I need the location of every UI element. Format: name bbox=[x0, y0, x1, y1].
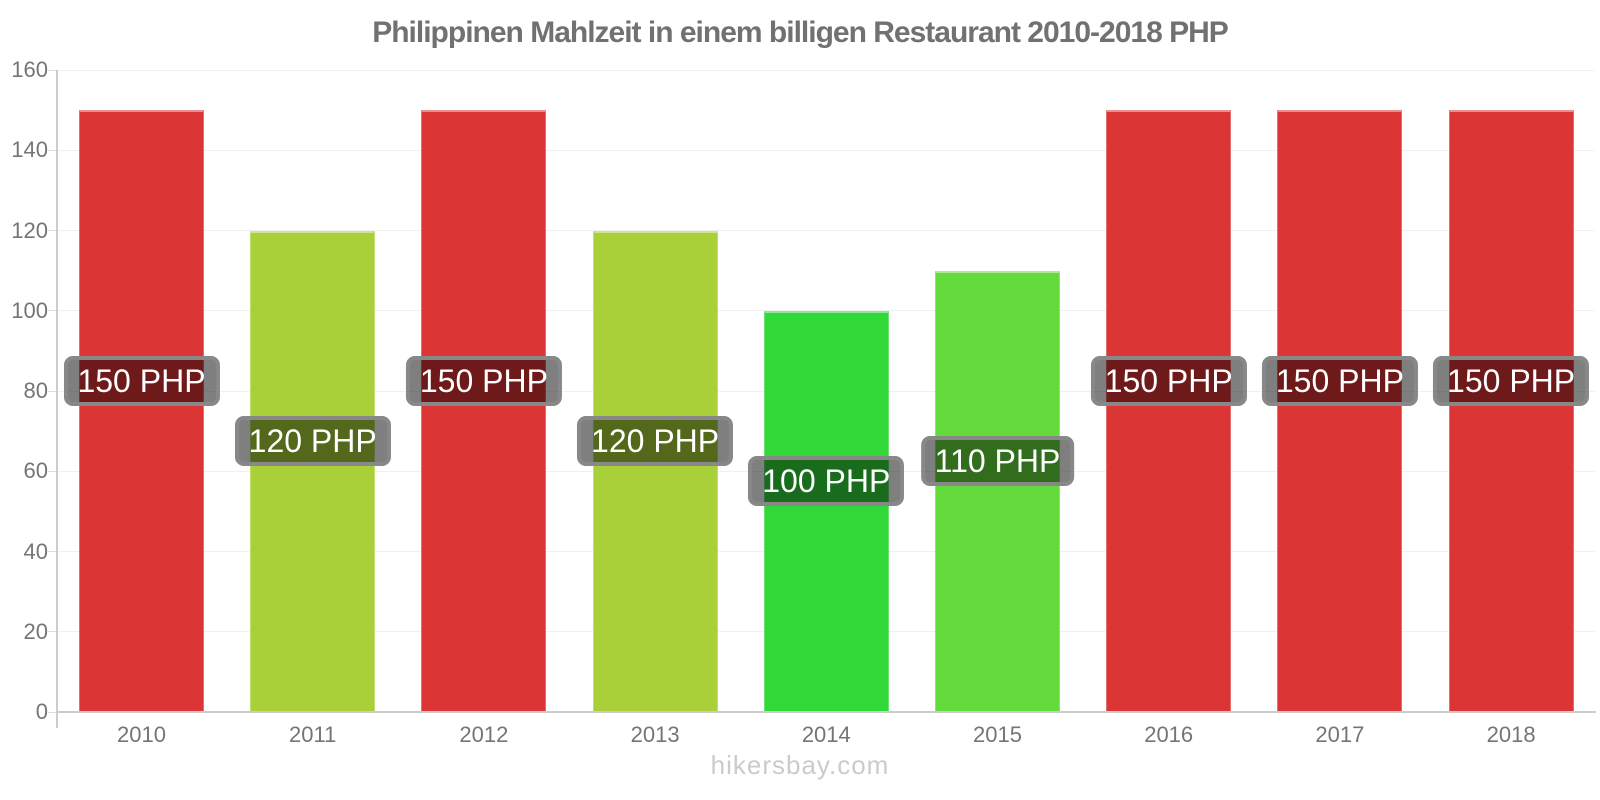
y-axis-tick bbox=[48, 230, 57, 231]
bar-2012[interactable] bbox=[421, 110, 547, 712]
bar-value-label: 100 PHP bbox=[748, 456, 905, 507]
bar-value-label: 150 PHP bbox=[1433, 356, 1590, 407]
y-axis-tick bbox=[48, 390, 57, 392]
y-axis-tick bbox=[48, 470, 57, 472]
x-axis-label-2011: 2011 bbox=[289, 722, 337, 747]
y-axis-tick bbox=[48, 711, 57, 713]
gridline bbox=[57, 149, 1595, 151]
bar-2015[interactable] bbox=[935, 270, 1060, 712]
bar-value-label: 110 PHP bbox=[920, 436, 1075, 487]
bar-2010[interactable] bbox=[79, 110, 204, 712]
bar-2013[interactable] bbox=[592, 230, 718, 712]
y-axis-tick-label: 160 bbox=[11, 57, 48, 82]
y-axis-tick bbox=[48, 551, 57, 552]
bar-value-label: 120 PHP bbox=[577, 416, 734, 467]
x-axis-label-2017: 2017 bbox=[1315, 722, 1365, 747]
y-axis-tick bbox=[48, 631, 57, 633]
y-axis-tick-label: 120 bbox=[11, 217, 48, 243]
x-axis-label-2014: 2014 bbox=[801, 722, 851, 747]
bar-value-label: 120 PHP bbox=[234, 416, 391, 467]
y-axis-tick bbox=[48, 69, 57, 71]
footer-watermark: hikersbay.com bbox=[710, 750, 890, 780]
y-axis-line bbox=[56, 70, 58, 728]
bar-2014[interactable] bbox=[763, 310, 889, 712]
bar-value-label: 150 PHP bbox=[1090, 356, 1247, 407]
y-axis-tick-label: 20 bbox=[23, 618, 48, 644]
y-axis-tick-label: 80 bbox=[23, 378, 48, 403]
x-axis-label-2015: 2015 bbox=[973, 722, 1022, 747]
y-axis-tick-label: 100 bbox=[11, 297, 48, 323]
bar-2018[interactable] bbox=[1448, 110, 1574, 712]
x-axis-label-2010: 2010 bbox=[117, 722, 166, 747]
bar-2017[interactable] bbox=[1277, 110, 1403, 712]
bar-value-label: 150 PHP bbox=[1261, 356, 1418, 407]
bar-2016[interactable] bbox=[1106, 110, 1232, 712]
x-axis-line bbox=[56, 711, 1596, 713]
y-axis-tick bbox=[48, 149, 57, 151]
gridline bbox=[57, 230, 1595, 231]
y-axis-tick bbox=[48, 310, 57, 312]
bar-value-label: 150 PHP bbox=[63, 356, 220, 407]
y-axis-tick-label: 60 bbox=[23, 458, 48, 484]
chart-title: Philippinen Mahlzeit in einem billigen R… bbox=[372, 16, 1229, 49]
y-axis-tick-label: 140 bbox=[11, 137, 48, 163]
y-axis-tick-label: 40 bbox=[23, 538, 48, 564]
gridline bbox=[57, 69, 1595, 71]
bar-2011[interactable] bbox=[250, 230, 376, 712]
bar-value-label: 150 PHP bbox=[405, 356, 562, 407]
x-axis-label-2013: 2013 bbox=[630, 722, 680, 747]
x-axis-label-2012: 2012 bbox=[459, 722, 509, 747]
x-axis-label-2018: 2018 bbox=[1486, 722, 1536, 747]
x-axis-label-2016: 2016 bbox=[1144, 722, 1194, 747]
y-axis-tick-label: 0 bbox=[35, 699, 48, 724]
